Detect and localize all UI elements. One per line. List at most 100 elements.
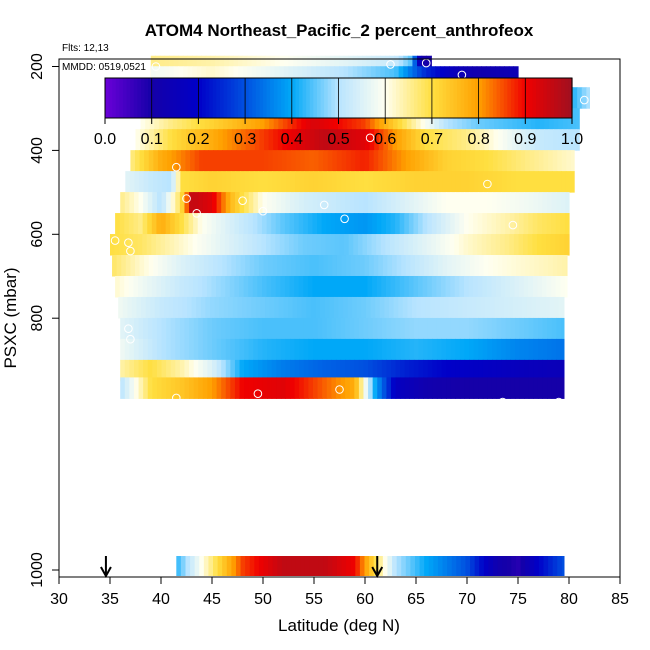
heatmap-cell [184, 338, 190, 361]
heatmap-cell [229, 234, 235, 256]
colorbar-cell [485, 78, 490, 118]
heatmap-cell [519, 192, 525, 214]
heatmap-cell [312, 317, 319, 340]
heatmap-cell [528, 359, 534, 382]
heatmap-cell [202, 192, 209, 214]
heatmap-cell [355, 150, 361, 172]
heatmap-cell [548, 150, 554, 172]
heatmap-cell [263, 556, 269, 576]
colorbar-cell [187, 78, 192, 118]
heatmap-cell [309, 129, 316, 151]
colorbar-cell [557, 78, 562, 118]
heatmap-cell [250, 129, 256, 151]
colorbar-cell [370, 78, 376, 118]
x-tick-label: 75 [509, 591, 527, 608]
heatmap-cell [204, 108, 211, 130]
heatmap-cell [486, 275, 493, 298]
heatmap-cell [232, 296, 239, 319]
heatmap-cell [460, 556, 467, 576]
heatmap-cell [265, 296, 271, 319]
heatmap-cell [281, 255, 288, 277]
heatmap-cell [386, 359, 392, 382]
heatmap-cell [227, 129, 233, 151]
heatmap-cell [262, 338, 268, 361]
heatmap-cell [401, 556, 407, 576]
heatmap-cell [303, 377, 309, 399]
colorbar-cell [403, 78, 408, 118]
heatmap-cell [510, 171, 517, 193]
heatmap-cell [360, 108, 367, 130]
heatmap-cell [203, 150, 210, 172]
heatmap-cell [556, 171, 562, 193]
colorbar-cell [385, 78, 390, 118]
heatmap-cell [167, 129, 173, 151]
heatmap-cell [448, 108, 454, 130]
heatmap-cell [385, 234, 391, 256]
heatmap-cell [465, 150, 471, 172]
x-tick-label: 60 [356, 591, 374, 608]
colorbar-cell [352, 78, 358, 118]
colorbar-cell [259, 78, 264, 118]
heatmap-cell [226, 255, 232, 277]
heatmap-cell [197, 275, 203, 298]
range-arrows [100, 556, 384, 579]
heatmap-cell [417, 234, 423, 256]
heatmap-cell [371, 234, 377, 256]
heatmap-cell [451, 171, 457, 193]
colorbar-cell [122, 78, 128, 118]
heatmap-cell [519, 338, 525, 361]
colorbar-cell [482, 78, 487, 118]
heatmap-cell [524, 317, 530, 340]
heatmap-cell [514, 213, 520, 235]
heatmap-cell [386, 338, 392, 361]
heatmap-cell [414, 171, 420, 193]
heatmap-cell [132, 234, 139, 256]
heatmap-cell [155, 66, 161, 88]
heatmap-cell [182, 296, 188, 319]
heatmap-cell [129, 359, 135, 382]
heatmap-cell [221, 359, 227, 382]
heatmap-cell [206, 213, 213, 235]
heatmap-cell [482, 359, 488, 382]
heatmap-cell [328, 108, 334, 130]
heatmap-cell [413, 338, 420, 361]
heatmap-cell [546, 234, 552, 256]
heatmap-cell [179, 213, 185, 235]
heatmap-cell [335, 213, 341, 235]
heatmap-cell [341, 255, 347, 277]
heatmap-cell [197, 213, 203, 235]
heatmap-cell [491, 338, 498, 361]
heatmap-cell [449, 66, 455, 88]
heatmap-cell [284, 213, 291, 235]
heatmap-cell [336, 171, 342, 193]
heatmap-cell [321, 213, 327, 235]
heatmap-cell [212, 338, 218, 361]
heatmap-cell [490, 66, 496, 88]
heatmap-cell [152, 171, 159, 193]
heatmap-cell [184, 377, 190, 399]
heatmap-cell [133, 338, 140, 361]
heatmap-cell [395, 359, 401, 382]
heatmap-cell [120, 377, 126, 399]
heatmap-cell [134, 171, 140, 193]
heatmap-cell [255, 296, 262, 319]
heatmap-cell [149, 108, 155, 130]
heatmap-cell [198, 192, 204, 214]
heatmap-cell [426, 66, 432, 88]
colorbar-cell [528, 78, 534, 118]
heatmap-cell [386, 317, 392, 340]
heatmap-cell [332, 129, 339, 151]
heatmap-cell [327, 255, 333, 277]
heatmap-cell [316, 234, 322, 256]
heatmap-cell [478, 338, 484, 361]
heatmap-cell [487, 359, 493, 382]
heatmap-cell [388, 108, 394, 130]
heatmap-cell [525, 129, 531, 151]
heatmap-cell [362, 275, 369, 298]
heatmap-cell [546, 213, 552, 235]
heatmap-cell [252, 213, 258, 235]
colorbar-cell [378, 78, 383, 118]
heatmap-cell [133, 317, 140, 340]
heatmap-cell [166, 377, 172, 399]
heatmap-cell [348, 234, 354, 256]
